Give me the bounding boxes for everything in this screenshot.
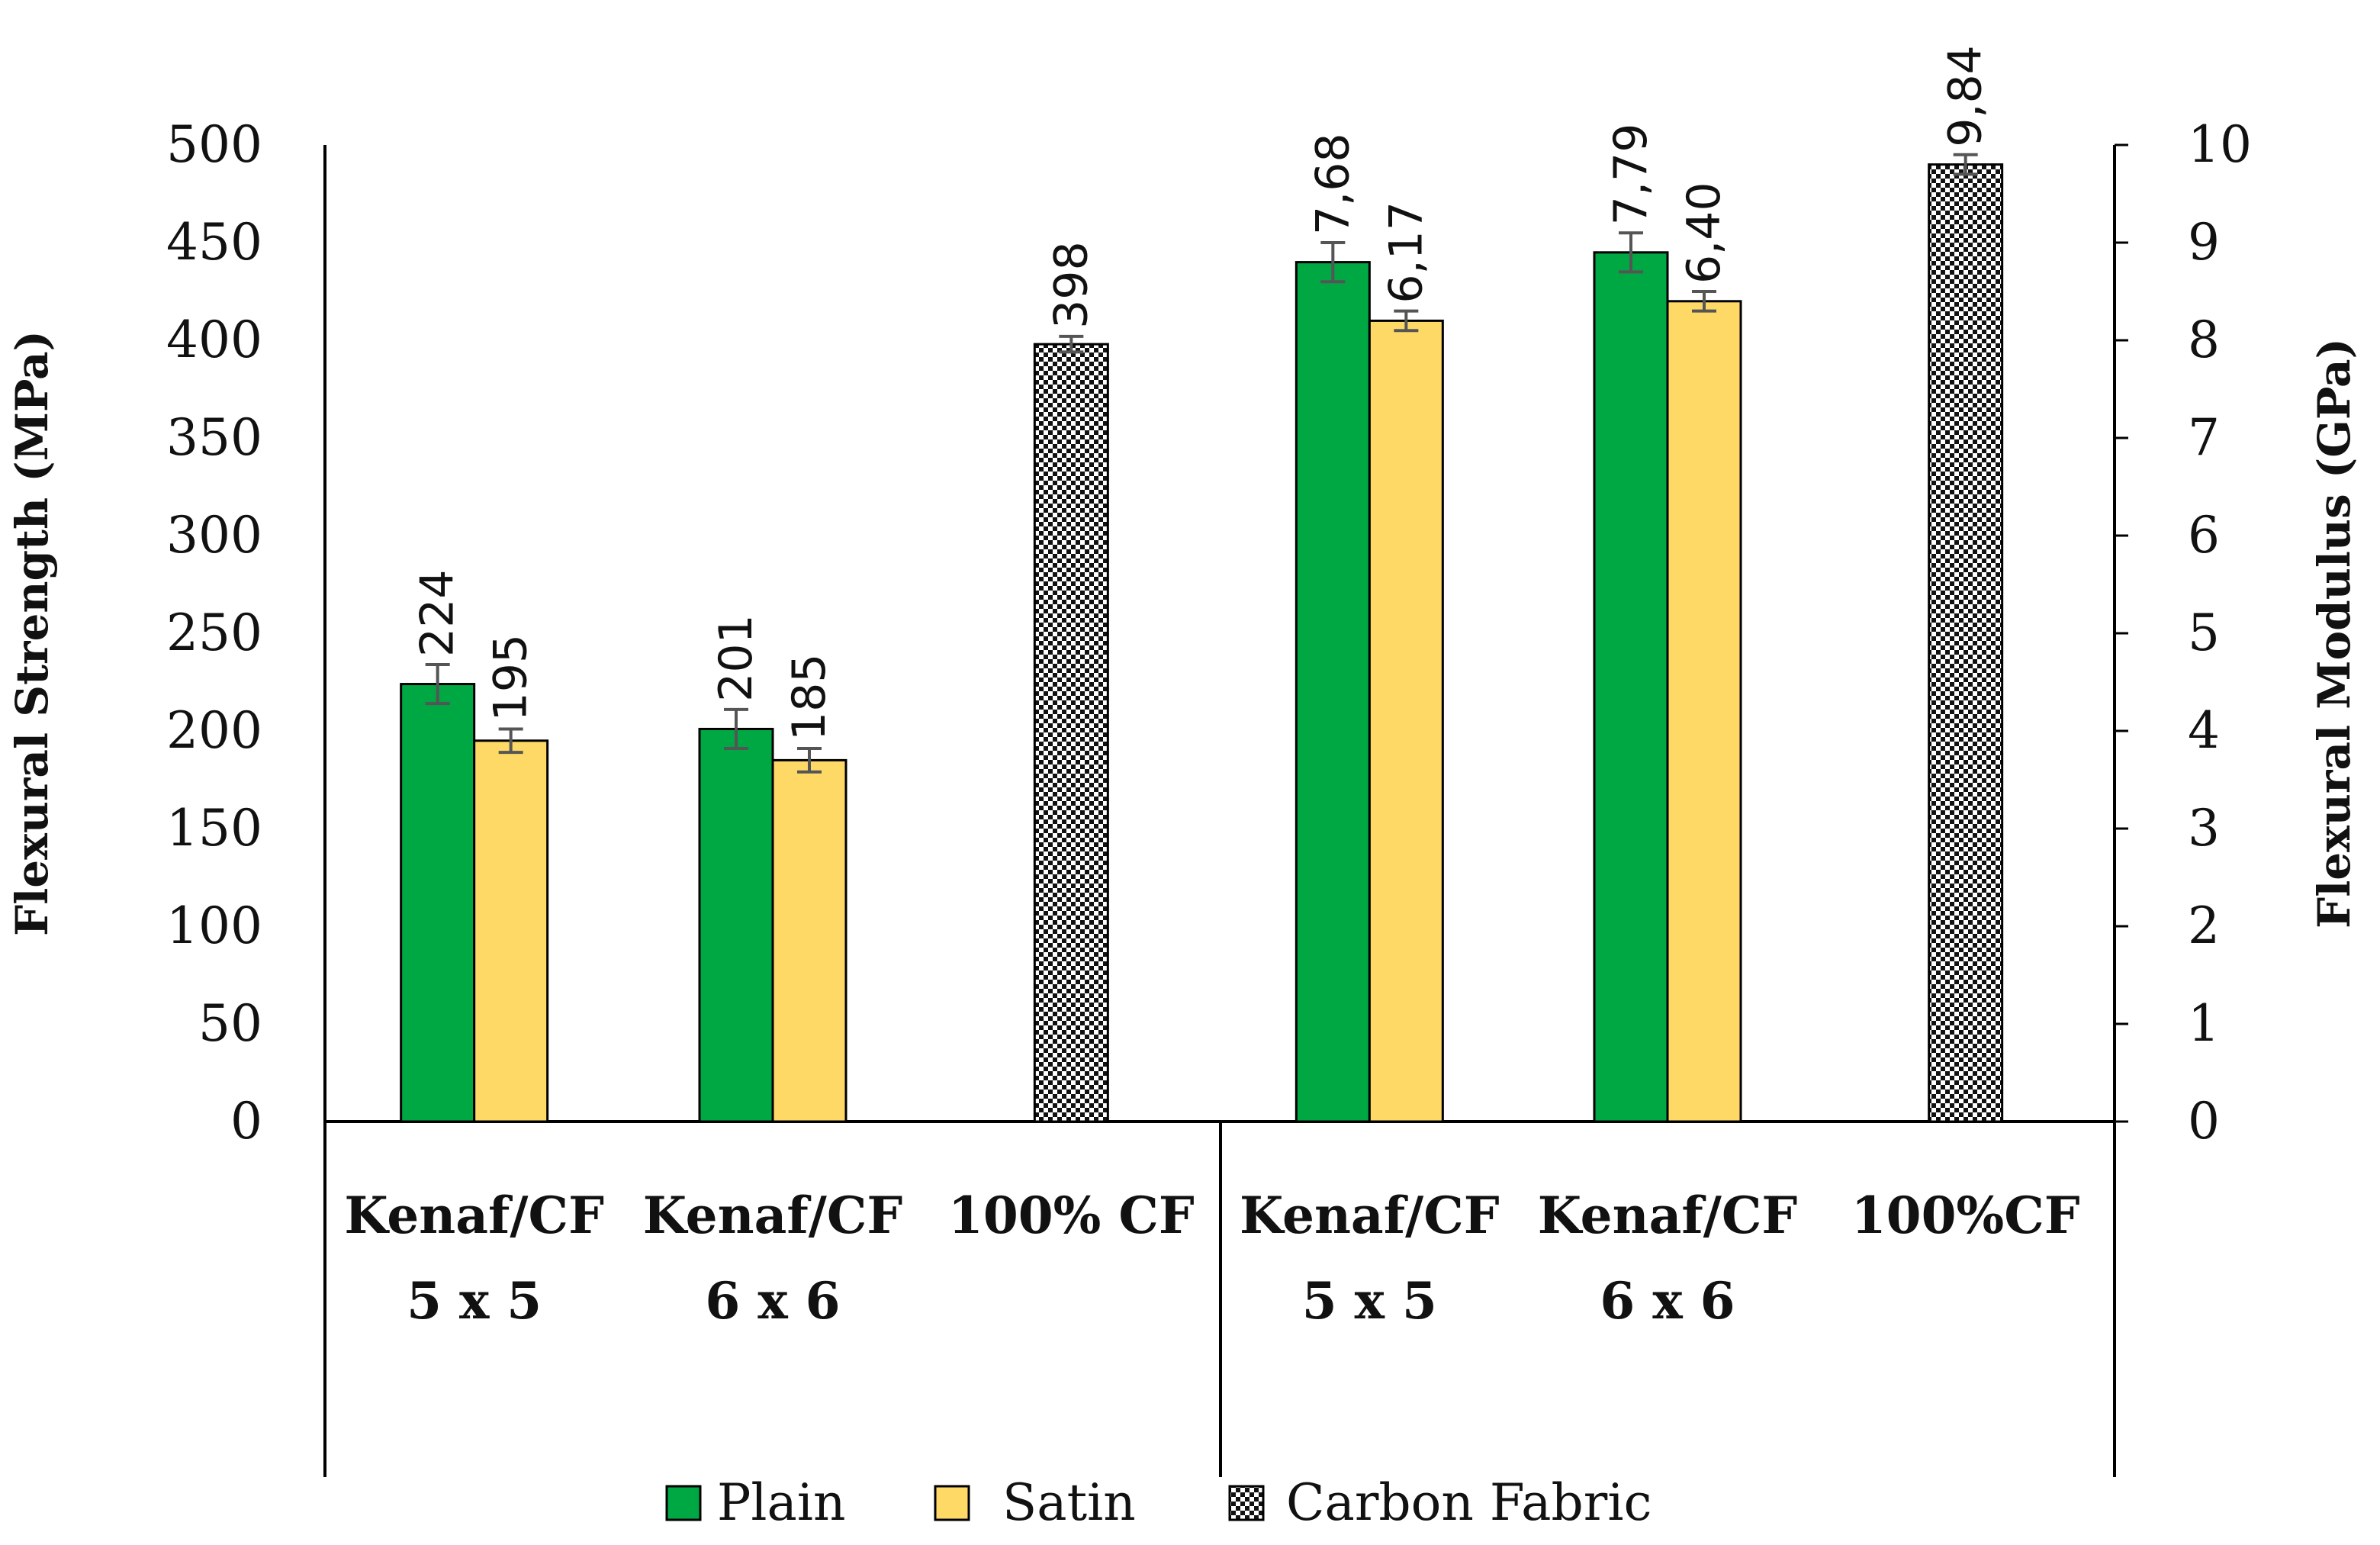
data-label: 7,79 [1604,124,1658,226]
left-tick-label: 300 [166,506,262,565]
legend-swatch-plain [665,1485,702,1521]
left-tick-label: 50 [198,994,262,1053]
left-tick-label: 450 [166,213,262,272]
bar-plain [1593,251,1669,1123]
right-tick-label: 0 [2188,1092,2220,1151]
left-tick-label: 250 [166,604,262,662]
legend-label-carbon-fabric: Carbon Fabric [1286,1473,1652,1532]
data-label: 185 [783,654,836,742]
data-label: 6,40 [1677,182,1731,284]
bar-carbon-fabric [1928,163,2004,1123]
right-tick-label: 5 [2188,604,2220,662]
bar-satin [771,758,847,1123]
left-tick-label: 350 [166,408,262,467]
category-sublabel: 6 x 6 [1600,1271,1735,1331]
data-label: 7,68 [1306,133,1359,235]
legend: Plain Satin Carbon Fabric [665,1473,1652,1532]
category-label: Kenaf/CF [1538,1186,1798,1245]
data-label: 201 [709,614,763,702]
data-label: 195 [484,634,538,722]
data-label: 6,17 [1379,201,1433,304]
data-label: 224 [411,569,465,657]
right-tick-label: 6 [2188,506,2220,565]
legend-label-satin: Satin [1002,1473,1136,1532]
right-axis-ticks: 0 1 2 3 4 5 6 7 8 9 10 [2115,115,2252,1151]
category-label: 100%CF [1851,1186,2080,1245]
left-tick-label: 0 [230,1092,262,1151]
right-tick-label: 3 [2188,799,2220,858]
legend-swatch-carbon-fabric [1228,1485,1265,1521]
right-tick-label: 7 [2188,408,2220,467]
data-label: 398 [1044,241,1098,329]
bar-plain [1295,261,1371,1123]
category-labels: Kenaf/CF 5 x 5 Kenaf/CF 6 x 6 100% CF Kenaf/C… [344,1186,2079,1331]
right-tick-label: 2 [2188,896,2220,955]
bar-carbon-fabric [1033,343,1109,1123]
category-label: Kenaf/CF [1240,1186,1500,1245]
right-tick-label: 4 [2188,701,2220,760]
category-label: Kenaf/CF [643,1186,903,1245]
bar-satin [473,739,549,1123]
bar-plain [698,727,774,1123]
left-tick-label: 200 [166,701,262,760]
bars-layer: 224 195 201 185 398 7,68 6,17 7,79 6,40 9,84 [400,45,2004,1123]
category-label: Kenaf/CF [344,1186,604,1245]
bar-plain [400,683,476,1123]
category-sublabel: 5 x 5 [407,1271,542,1331]
category-sublabel: 6 x 6 [705,1271,840,1331]
left-tick-label: 150 [166,799,262,858]
right-tick-label: 1 [2188,994,2220,1053]
category-label: 100% CF [948,1186,1195,1245]
data-label: 9,84 [1939,45,1992,147]
bar-satin [1368,319,1444,1123]
right-tick-label: 10 [2188,115,2252,174]
right-axis-title: Flexural Modulus (GPa) [2308,338,2360,929]
legend-swatch-satin [934,1485,970,1521]
legend-label-plain: Plain [717,1473,845,1532]
left-axis-ticks: 0 50 100 150 200 250 300 350 400 450 500 [166,115,262,1151]
right-tick-label: 9 [2188,213,2220,272]
left-axis-title: Flexural Strength (MPa) [6,330,58,936]
bar-satin [1666,300,1742,1123]
left-tick-label: 400 [166,311,262,369]
category-sublabel: 5 x 5 [1302,1271,1437,1331]
left-tick-label: 500 [166,115,262,174]
right-tick-label: 8 [2188,311,2220,369]
left-tick-label: 100 [166,896,262,955]
